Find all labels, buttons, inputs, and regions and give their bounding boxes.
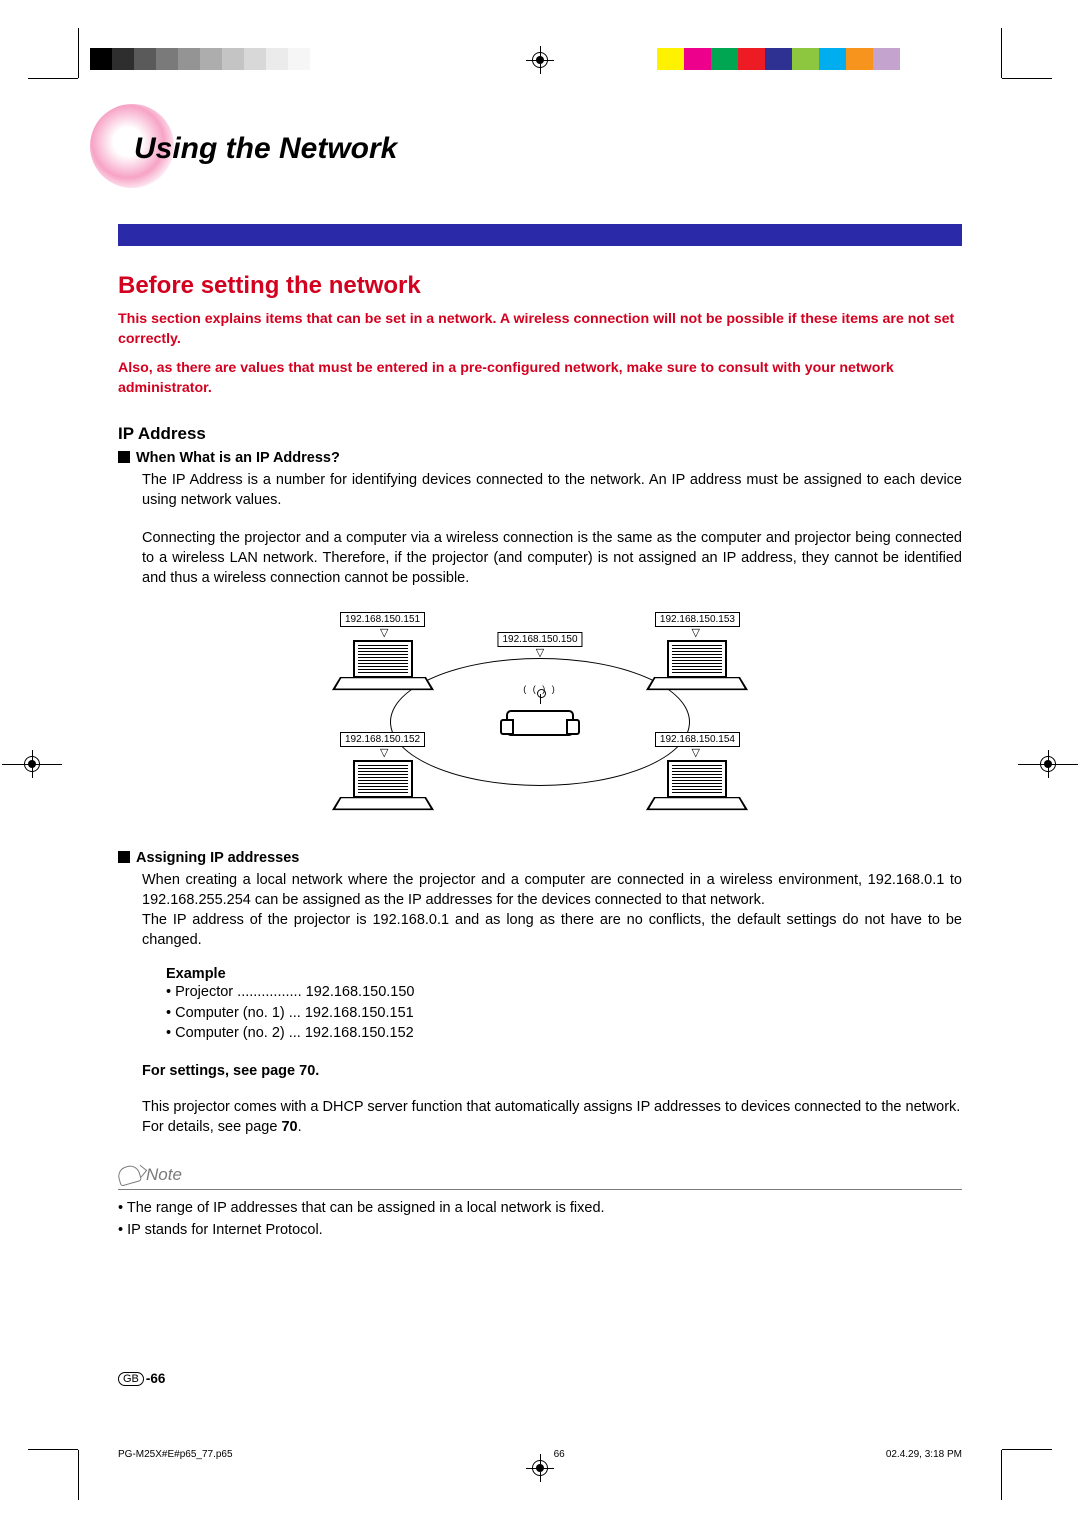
ip-label: 192.168.150.154	[655, 732, 740, 747]
ip-label: 192.168.150.150	[497, 632, 582, 647]
projector-icon: ( ( ) )	[501, 702, 579, 742]
connector-icon: ▽	[692, 626, 700, 639]
ip-address-question: When What is an IP Address?	[118, 450, 962, 466]
ip-label: 192.168.150.152	[340, 732, 425, 747]
ip-label: 192.168.150.151	[340, 612, 425, 627]
body-text: For details, see page 70.	[142, 1117, 962, 1137]
color-swatches	[630, 48, 900, 70]
example-item: Projector ................ 192.168.150.1…	[166, 982, 962, 1002]
registration-bar	[0, 48, 1080, 76]
hand-note-icon	[116, 1164, 142, 1187]
intro-paragraph: This section explains items that can be …	[118, 310, 962, 349]
for-settings: For settings, see page 70.	[142, 1063, 962, 1079]
laptop-icon	[654, 640, 740, 695]
title-block: Using the Network	[118, 110, 962, 198]
footer-file: PG-M25X#E#p65_77.p65	[118, 1449, 233, 1460]
note-item: IP stands for Internet Protocol.	[118, 1220, 962, 1242]
note-list: The range of IP addresses that can be as…	[118, 1198, 962, 1242]
ip-address-question-text: When What is an IP Address?	[136, 450, 340, 466]
note-heading: Note	[118, 1165, 962, 1185]
crop-mark	[1002, 78, 1052, 79]
ip-address-heading: IP Address	[118, 424, 962, 444]
example-item: Computer (no. 1) ... 192.168.150.151	[166, 1003, 962, 1023]
body-text: The IP address of the projector is 192.1…	[142, 910, 962, 950]
body-text: When creating a local network where the …	[142, 870, 962, 910]
crop-mark	[1001, 1450, 1002, 1500]
laptop-icon	[654, 760, 740, 815]
crop-mark	[1002, 1449, 1052, 1450]
network-diagram: 192.168.150.151 192.168.150.153 192.168.…	[340, 612, 740, 832]
note-item: The range of IP addresses that can be as…	[118, 1198, 962, 1220]
ip-label: 192.168.150.153	[655, 612, 740, 627]
note-label: Note	[146, 1165, 182, 1184]
accent-bar	[118, 224, 962, 246]
grayscale-swatches	[90, 48, 310, 70]
section-heading: Before setting the network	[118, 272, 962, 300]
intro-paragraph: Also, as there are values that must be e…	[118, 359, 962, 398]
page-number: GB-66	[118, 1371, 165, 1386]
laptop-icon	[340, 760, 426, 815]
connector-icon: ▽	[536, 646, 544, 659]
crop-mark	[28, 78, 78, 79]
example-heading: Example	[166, 966, 962, 982]
footer-timestamp: 02.4.29, 3:18 PM	[886, 1449, 962, 1460]
body-text: This projector comes with a DHCP server …	[142, 1097, 962, 1117]
crop-mark	[28, 1449, 78, 1450]
registration-target-icon	[18, 750, 46, 778]
footer-page: 66	[554, 1449, 565, 1460]
body-text: The IP Address is a number for identifyi…	[142, 470, 962, 510]
page-number-value: -66	[146, 1371, 166, 1386]
connector-icon: ▽	[380, 626, 388, 639]
page-title: Using the Network	[134, 132, 978, 166]
note-rule	[118, 1189, 962, 1190]
example-item: Computer (no. 2) ... 192.168.150.152	[166, 1023, 962, 1043]
region-badge: GB	[118, 1372, 144, 1386]
antenna-icon	[540, 694, 541, 704]
connector-icon: ▽	[692, 746, 700, 759]
black-square-icon	[118, 851, 130, 863]
page-content: Using the Network Before setting the net…	[118, 110, 962, 1242]
black-square-icon	[118, 451, 130, 463]
laptop-icon	[340, 640, 426, 695]
body-text: Connecting the projector and a computer …	[142, 528, 962, 588]
footer: PG-M25X#E#p65_77.p65 66 02.4.29, 3:18 PM	[118, 1449, 962, 1460]
registration-target-icon	[1034, 750, 1062, 778]
connector-icon: ▽	[380, 746, 388, 759]
crop-mark	[78, 1450, 79, 1500]
assigning-heading-text: Assigning IP addresses	[136, 850, 299, 866]
assigning-heading: Assigning IP addresses	[118, 850, 962, 866]
example-list: Projector ................ 192.168.150.1…	[166, 982, 962, 1043]
